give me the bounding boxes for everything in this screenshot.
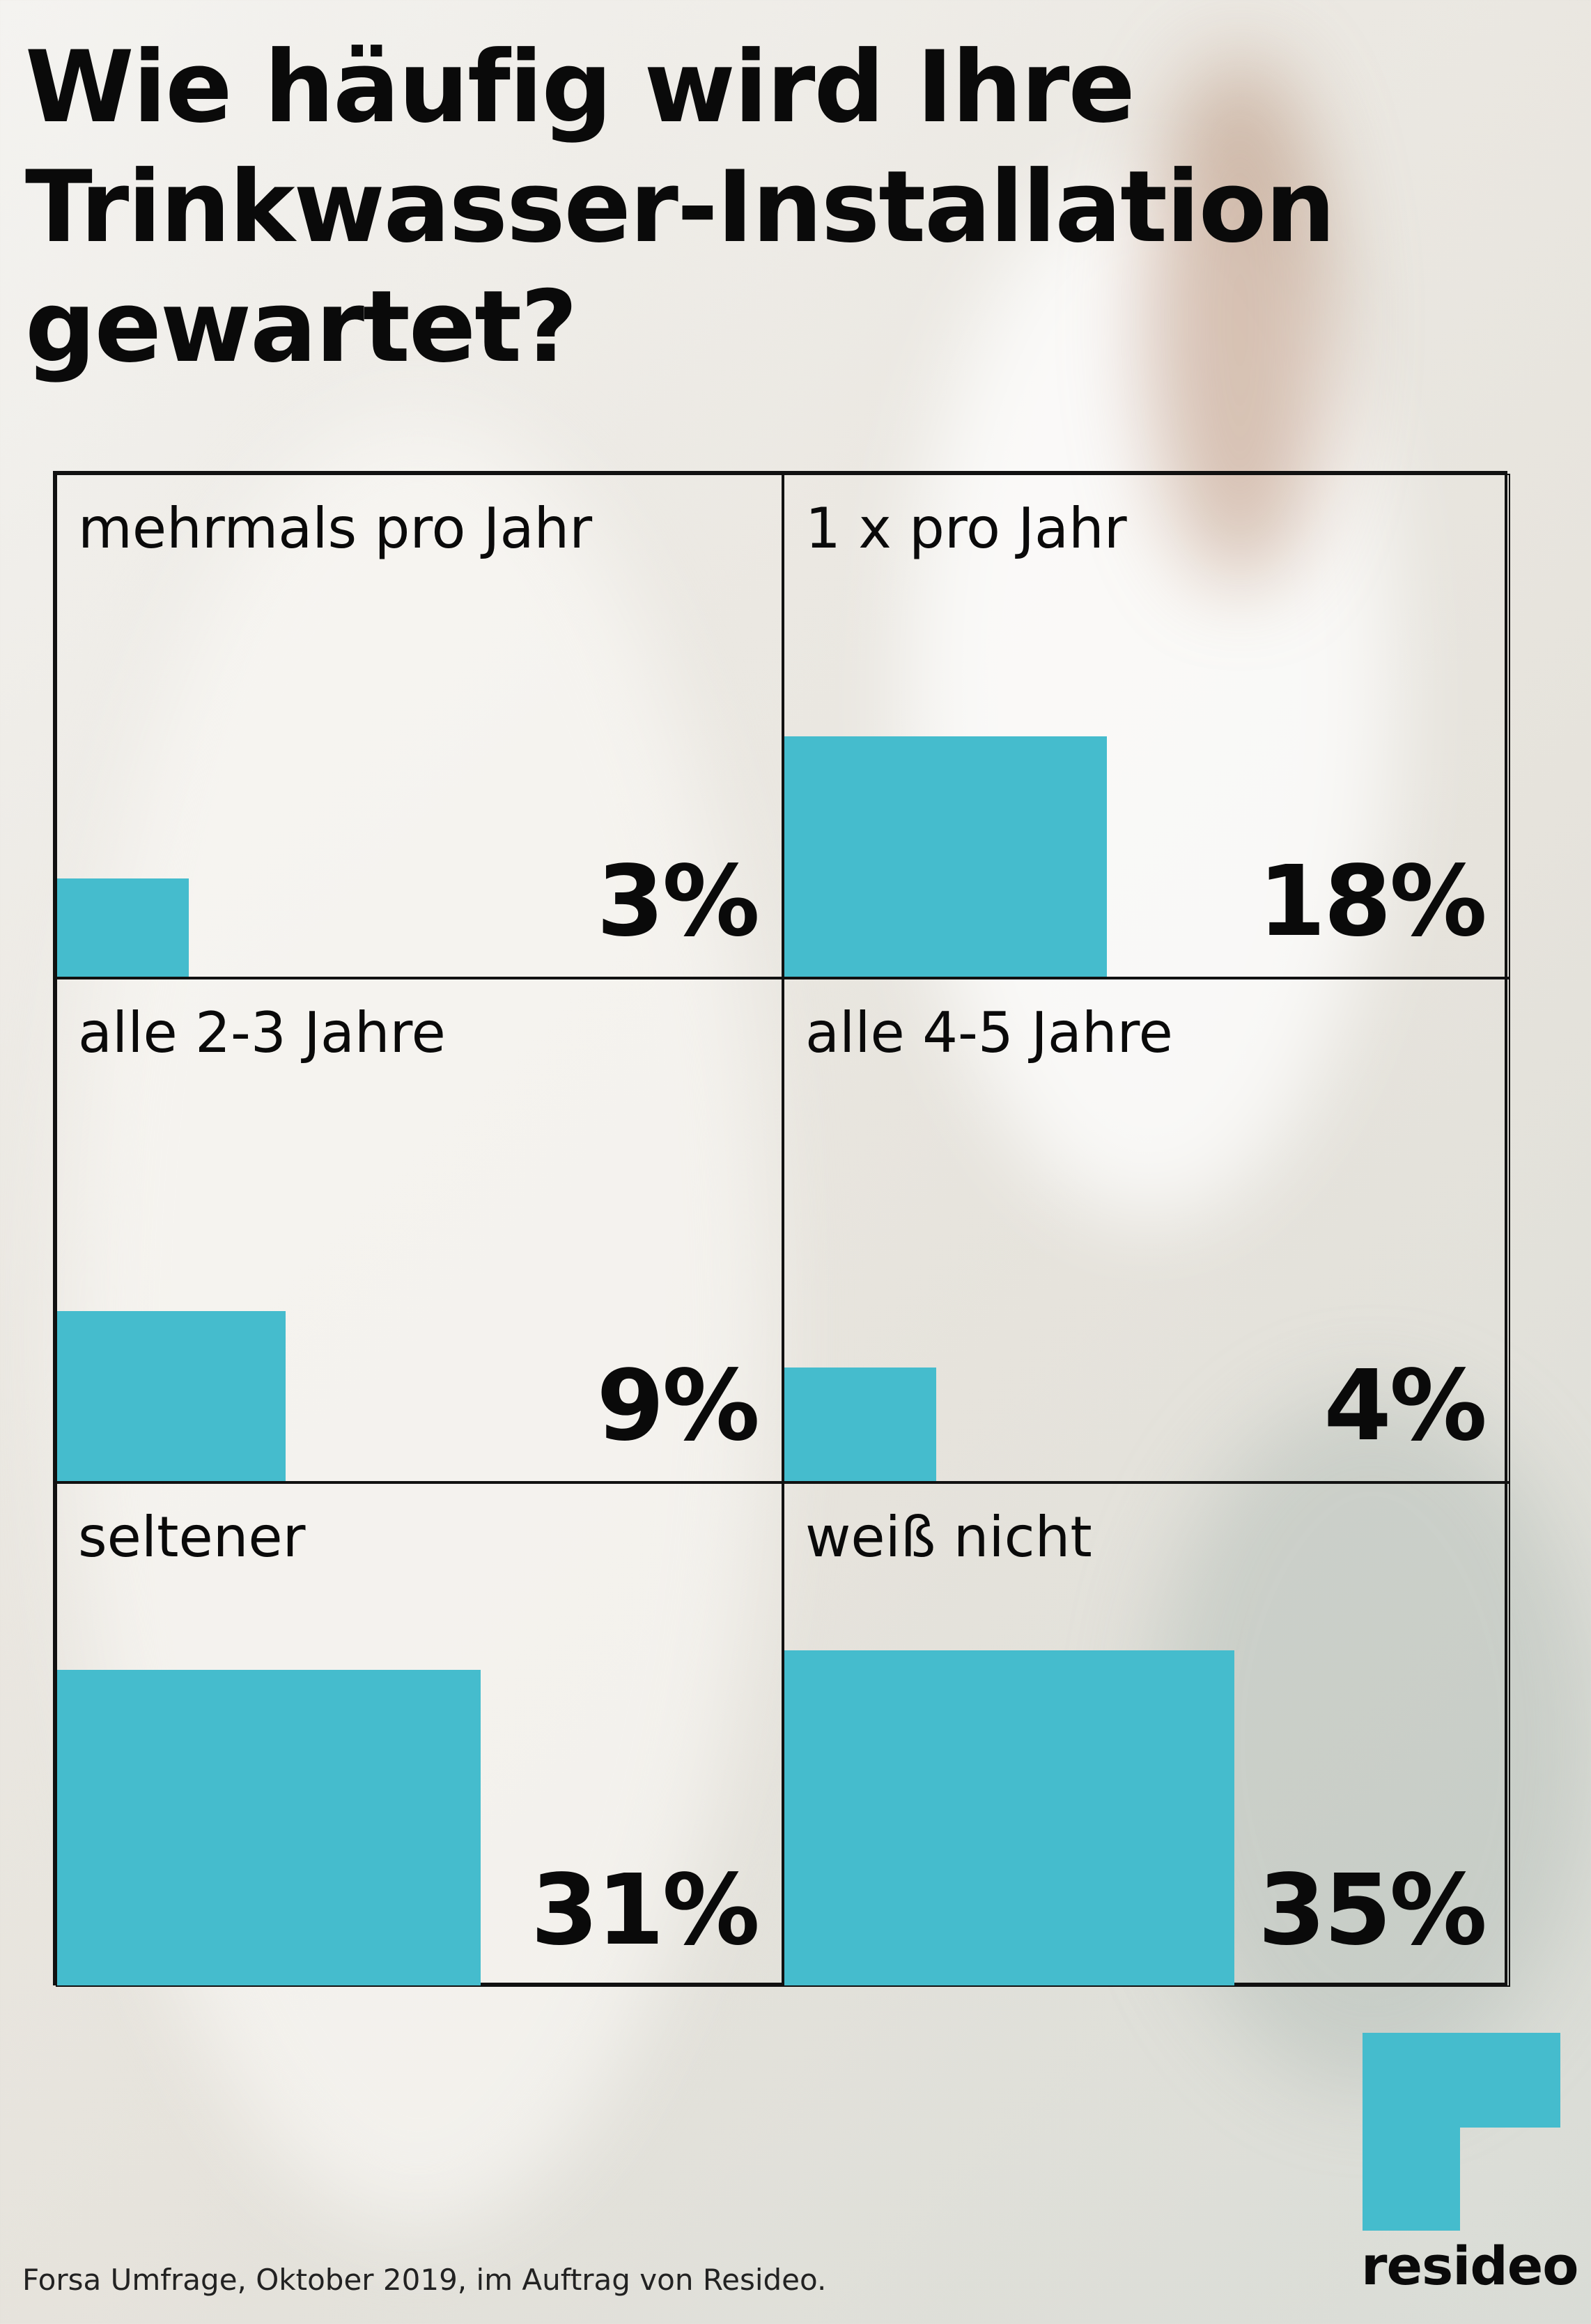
chart-cell: alle 4-5 Jahre 4% bbox=[783, 978, 1510, 1482]
chart-grid: mehrmals pro Jahr 3% 1 x pro Jahr 18% alle 2… bbox=[53, 471, 1510, 1987]
chart-bar bbox=[784, 1368, 936, 1481]
category-label: alle 2-3 Jahre bbox=[78, 1000, 446, 1065]
value-label: 18% bbox=[1257, 845, 1487, 959]
chart-bar bbox=[57, 878, 189, 977]
chart-cell: mehrmals pro Jahr 3% bbox=[56, 474, 783, 978]
value-label: 3% bbox=[596, 845, 760, 959]
category-label: alle 4-5 Jahre bbox=[805, 1000, 1173, 1065]
value-label: 9% bbox=[596, 1349, 760, 1463]
background-blur bbox=[1149, 56, 1330, 585]
chart-cell: 1 x pro Jahr 18% bbox=[783, 474, 1510, 978]
chart-title: Wie häufig wird Ihre Trinkwasser-Install… bbox=[25, 28, 1488, 387]
brand-name: resideo bbox=[1361, 2235, 1578, 2297]
resideo-logo-icon bbox=[1363, 2033, 1560, 2231]
category-label: seltener bbox=[78, 1505, 306, 1570]
chart-cell: alle 2-3 Jahre 9% bbox=[56, 978, 783, 1482]
chart-bar bbox=[784, 1650, 1234, 1985]
value-label: 35% bbox=[1257, 1854, 1487, 1967]
value-label: 31% bbox=[530, 1854, 760, 1967]
title-line-3: gewartet? bbox=[25, 270, 577, 385]
chart-bar bbox=[57, 1670, 481, 1985]
chart-bar bbox=[784, 736, 1107, 977]
chart-bar bbox=[57, 1311, 286, 1481]
background-blur bbox=[906, 174, 1393, 1219]
value-label: 4% bbox=[1324, 1349, 1487, 1463]
category-label: mehrmals pro Jahr bbox=[78, 496, 593, 561]
chart-cell: seltener 31% bbox=[56, 1482, 783, 1987]
title-line-2: Trinkwasser-Installation bbox=[25, 150, 1335, 265]
category-label: weiß nicht bbox=[805, 1505, 1092, 1570]
category-label: 1 x pro Jahr bbox=[805, 496, 1127, 561]
title-line-1: Wie häufig wird Ihre bbox=[25, 30, 1135, 145]
chart-cell: weiß nicht 35% bbox=[783, 1482, 1510, 1987]
source-note: Forsa Umfrage, Oktober 2019, im Auftrag … bbox=[22, 2263, 827, 2297]
